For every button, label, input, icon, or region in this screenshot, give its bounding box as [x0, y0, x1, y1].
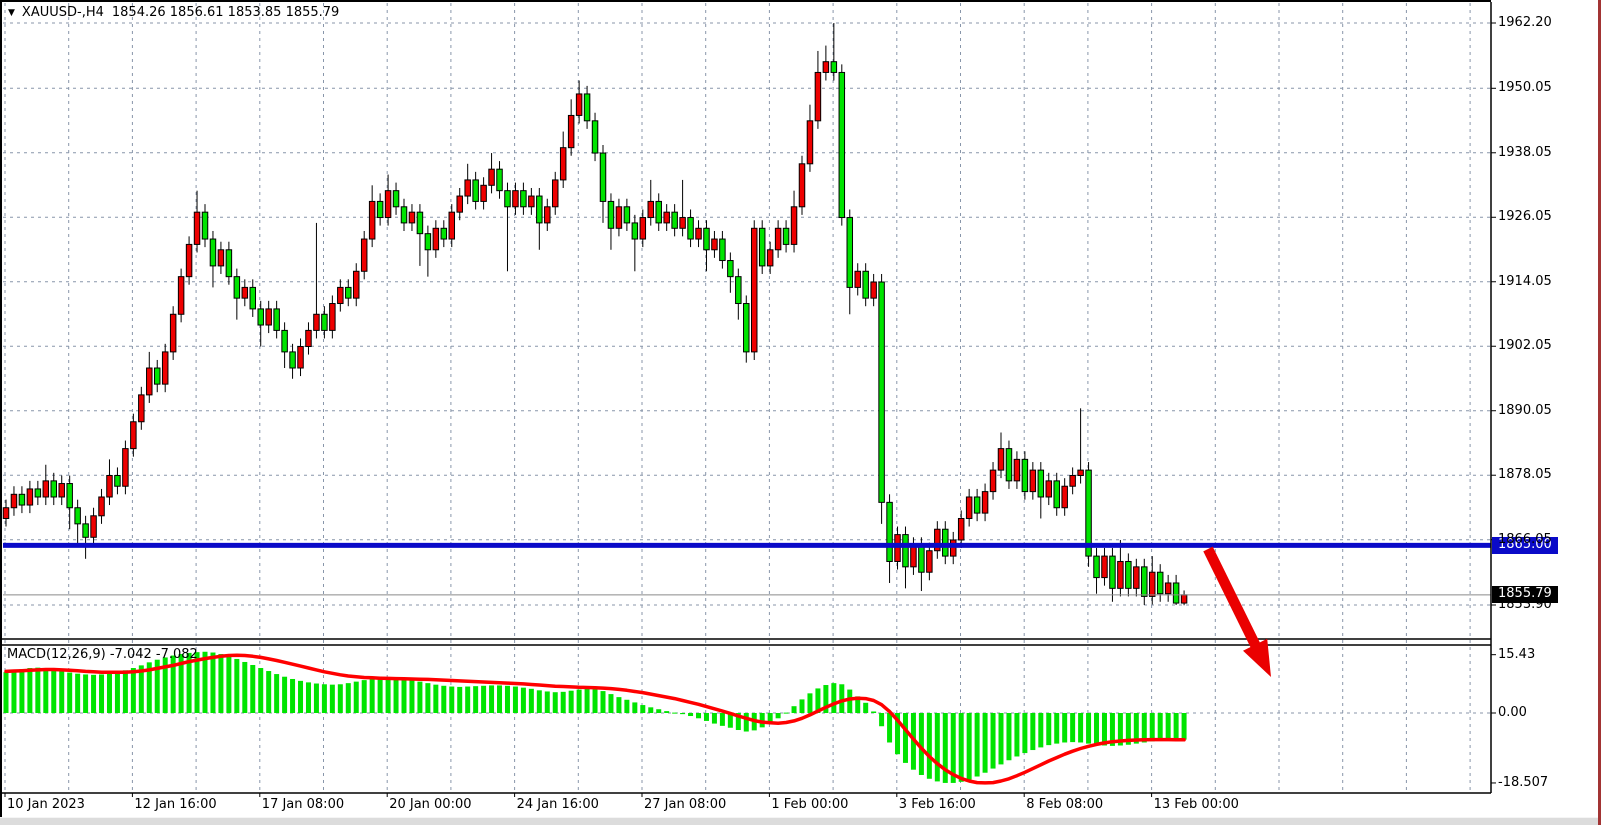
price-axis-label: 1902.05	[1498, 338, 1552, 354]
price-axis-label: 1926.05	[1498, 209, 1552, 225]
time-axis-label: 13 Feb 00:00	[1153, 797, 1239, 812]
pane-borders	[2, 2, 1496, 797]
macd-indicator-label: MACD(12,26,9) -7.042 -7.082	[7, 647, 198, 662]
taskbar-strip	[0, 817, 1601, 825]
time-axis-label: 24 Jan 16:00	[516, 797, 599, 812]
price-axis-label: 1890.05	[1498, 402, 1552, 418]
macd-signal-line	[4, 653, 1186, 785]
price-axis-label: 1938.05	[1498, 144, 1552, 160]
symbol-period-label: XAUUSD-,H4	[21, 5, 104, 20]
ohlc-values: 1854.26 1856.61 1853.85 1855.79	[111, 5, 340, 20]
horizontal-line-1865[interactable]	[3, 542, 1491, 548]
time-axis-label: 17 Jan 08:00	[261, 797, 345, 812]
macd-histogram	[3, 651, 1187, 783]
macd-axis-label: -18.507	[1498, 774, 1549, 790]
chevron-down-icon: ▼	[8, 8, 15, 18]
candles	[2, 23, 1188, 606]
time-axis-label: 8 Feb 08:00	[1026, 797, 1104, 812]
macd-axis-label: 15.43	[1498, 646, 1536, 662]
price-axis-label: 1853.90	[1498, 597, 1552, 612]
time-axis-label: 12 Jan 16:00	[134, 797, 217, 812]
price-axis-label: 1914.05	[1498, 273, 1552, 289]
window-edge-right	[1598, 0, 1601, 825]
price-axis-label: 1962.20	[1498, 15, 1552, 30]
time-axis-label: 20 Jan 00:00	[389, 797, 472, 812]
window-border-top	[0, 0, 1491, 2]
macd-axis-label: 0.00	[1498, 705, 1527, 720]
price-axis-label: 1866.05	[1498, 531, 1552, 547]
time-axis-label: 27 Jan 08:00	[644, 797, 727, 812]
chart-title: ▼ XAUUSD-,H4 1854.26 1856.61 1853.85 1855.…	[8, 5, 339, 20]
hline-price-tag: 1865.00	[1492, 536, 1558, 554]
time-axis-label: 3 Feb 16:00	[898, 797, 976, 812]
price-axis-label: 1878.05	[1498, 467, 1552, 483]
trend-arrow[interactable]	[1203, 546, 1271, 677]
bid-price-tag: 1855.79	[1492, 586, 1558, 604]
gridlines	[3, 3, 1491, 793]
price-axis-label: 1950.05	[1498, 80, 1552, 96]
window-border-left	[0, 0, 2, 817]
time-axis-label: 1 Feb 00:00	[771, 797, 849, 812]
time-axis-label: 10 Jan 2023	[7, 797, 85, 812]
